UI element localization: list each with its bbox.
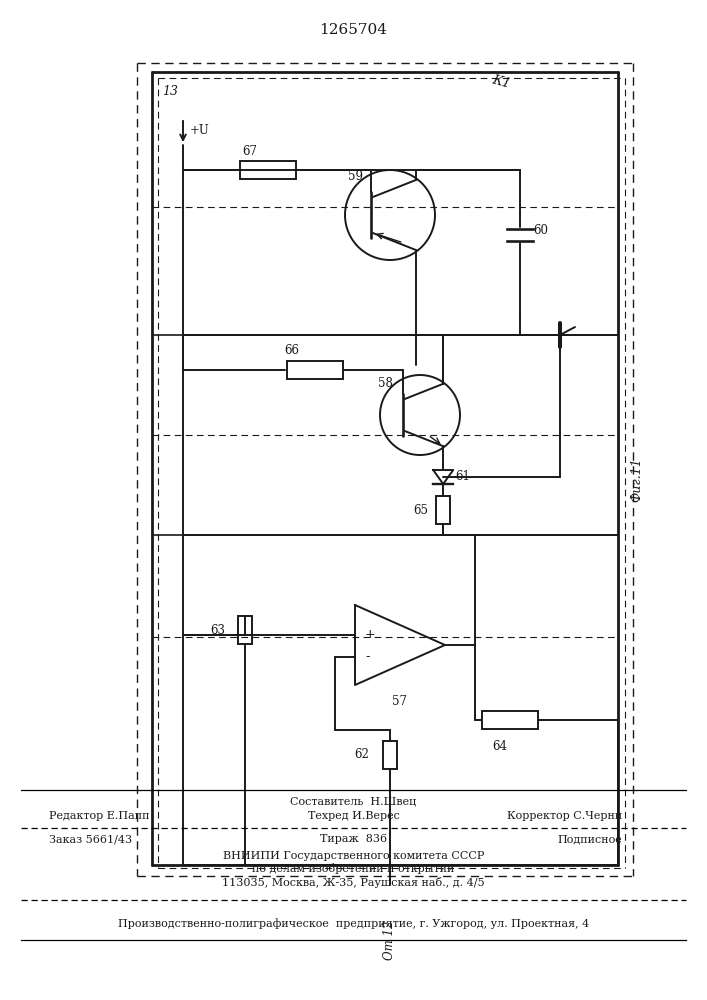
Text: по делам изобретений и открытий: по делам изобретений и открытий [252,863,455,874]
Text: 67: 67 [242,145,257,158]
Text: +: + [365,629,375,642]
Text: Составитель  Н.Швец: Составитель Н.Швец [291,797,416,807]
Text: Техред И.Верес: Техред И.Верес [308,811,399,821]
Text: 57: 57 [392,695,407,708]
Text: 13: 13 [162,85,178,98]
Text: Тираж  836: Тираж 836 [320,834,387,844]
Text: Подписное: Подписное [557,834,622,844]
Text: 61: 61 [455,471,470,484]
Text: 63: 63 [210,624,225,637]
Text: 62: 62 [354,748,369,762]
Text: К1: К1 [490,73,511,90]
Text: 65: 65 [413,504,428,516]
Text: +U: +U [190,123,210,136]
Bar [287,361,343,379]
Text: Производственно-полиграфическое  предприятие, г. Ужгород, ул. Проектная, 4: Производственно-полиграфическое предприя… [118,919,589,929]
Text: 64: 64 [493,740,508,753]
Bar [383,741,397,769]
Text: От 12: От 12 [383,920,397,960]
Text: 113035, Москва, Ж-35, Раушская наб., д. 4/5: 113035, Москва, Ж-35, Раушская наб., д. … [222,878,485,888]
Text: Редактор Е.Папп: Редактор Е.Папп [49,811,150,821]
Text: 58: 58 [378,377,393,390]
Text: -: - [365,650,370,664]
Bar [240,161,296,179]
Bar [238,616,252,644]
Text: 1265704: 1265704 [319,23,387,37]
Bar [436,496,450,524]
Text: Корректор С.Черни: Корректор С.Черни [507,811,622,821]
Text: Заказ 5661/43: Заказ 5661/43 [49,834,133,844]
Text: 59: 59 [348,170,363,183]
Text: 60: 60 [533,224,548,236]
Text: ВНИИПИ Государственного комитета СССР: ВНИИПИ Государственного комитета СССР [223,851,484,861]
Text: 66: 66 [284,344,299,357]
Bar [482,711,538,729]
Text: Фиг.11: Фиг.11 [630,458,643,502]
